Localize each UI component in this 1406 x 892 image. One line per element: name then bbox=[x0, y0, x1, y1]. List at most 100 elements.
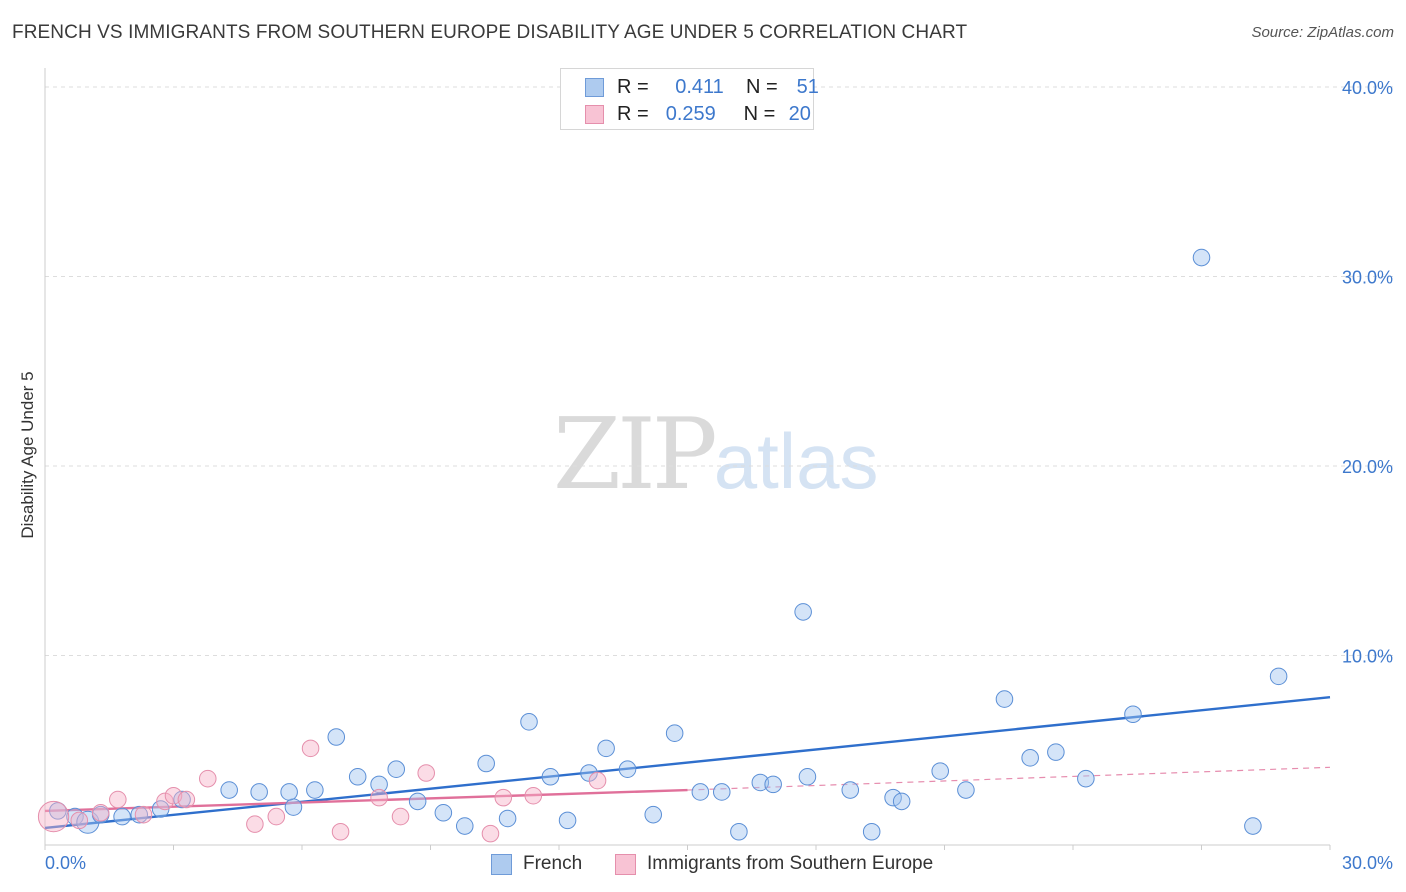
immigrants-point bbox=[267, 807, 286, 826]
x-tick-label: 30.0% bbox=[1342, 853, 1393, 873]
legend-swatch-french bbox=[491, 853, 512, 875]
legend-swatch-immigrants bbox=[585, 104, 604, 124]
immigrants-trend-extension bbox=[687, 766, 1331, 791]
french-point bbox=[1192, 248, 1211, 267]
french-point bbox=[1021, 749, 1039, 767]
french-point bbox=[434, 804, 453, 822]
french-point bbox=[498, 809, 517, 828]
french-point bbox=[841, 781, 860, 799]
french-point bbox=[892, 792, 911, 811]
immigrants-point bbox=[91, 804, 110, 822]
legend-label-french: French bbox=[523, 853, 583, 874]
y-tick-label: 20.0% bbox=[1342, 457, 1393, 477]
legend-label-immigrants: Immigrants from Southern Europe bbox=[647, 853, 934, 874]
correlation-legend: R = 0.411 N = 51 R = 0.259 N = 20 bbox=[560, 68, 819, 130]
immigrants-point bbox=[524, 786, 543, 805]
legend-n-value: 51 bbox=[796, 75, 819, 98]
x-tick-label: 0.0% bbox=[45, 853, 86, 873]
legend-r-label: R = bbox=[617, 75, 649, 98]
french-point bbox=[130, 805, 149, 824]
immigrants-point bbox=[70, 811, 89, 830]
french-point bbox=[284, 798, 303, 816]
data-points bbox=[37, 248, 1288, 843]
immigrants-point bbox=[391, 807, 410, 826]
french-point bbox=[618, 760, 637, 778]
legend-swatch-french bbox=[585, 77, 604, 97]
french-point bbox=[751, 773, 770, 792]
french-point bbox=[730, 822, 748, 841]
french-point bbox=[306, 781, 324, 799]
french-point bbox=[957, 781, 975, 799]
legend-r-value: 0.259 bbox=[665, 102, 716, 125]
french-point bbox=[348, 768, 367, 786]
french-point bbox=[408, 792, 427, 811]
chart-title: FRENCH VS IMMIGRANTS FROM SOUTHERN EUROP… bbox=[12, 22, 968, 43]
french-point bbox=[280, 783, 298, 801]
french-point bbox=[558, 811, 577, 830]
immigrants-point bbox=[156, 792, 174, 811]
french-point bbox=[995, 690, 1014, 708]
grid-lines bbox=[45, 86, 1395, 656]
immigrants-point bbox=[494, 788, 513, 807]
french-point bbox=[49, 802, 67, 820]
french-point bbox=[1047, 743, 1065, 761]
french-point bbox=[764, 775, 782, 794]
french-point bbox=[387, 760, 406, 778]
french-point bbox=[541, 768, 560, 786]
french-point bbox=[220, 781, 238, 799]
french-point bbox=[1269, 667, 1288, 686]
french-point bbox=[665, 724, 684, 742]
legend-item-immigrants: Immigrants from Southern Europe bbox=[615, 851, 933, 877]
legend-row-french: R = 0.411 N = 51 bbox=[585, 75, 819, 99]
immigrants-point bbox=[588, 771, 607, 790]
legend-n-label: N = bbox=[746, 75, 778, 98]
french-point bbox=[1244, 817, 1262, 835]
french-point bbox=[862, 822, 881, 841]
immigrants-point bbox=[134, 805, 153, 824]
french-trend-line bbox=[44, 695, 1331, 830]
immigrants-point bbox=[481, 824, 500, 843]
french-point bbox=[520, 713, 538, 731]
french-point bbox=[691, 783, 710, 801]
immigrants-point bbox=[37, 800, 70, 833]
immigrants-point bbox=[301, 739, 320, 758]
legend-row-immigrants: R = 0.259 N = 20 bbox=[585, 102, 811, 126]
legend-item-french: French bbox=[491, 851, 582, 877]
y-tick-label: 30.0% bbox=[1342, 268, 1393, 288]
immigrants-point bbox=[417, 764, 435, 782]
french-point bbox=[931, 762, 949, 780]
french-point bbox=[370, 775, 388, 794]
french-point bbox=[712, 783, 731, 801]
immigrants-point bbox=[198, 769, 217, 788]
immigrants-point bbox=[109, 790, 127, 809]
legend-swatch-immigrants bbox=[615, 853, 636, 875]
french-point bbox=[250, 783, 268, 801]
immigrants-point bbox=[370, 788, 388, 807]
source-label: Source: ZipAtlas.com bbox=[1251, 24, 1394, 41]
french-point bbox=[173, 790, 191, 809]
watermark-atlas: atlas bbox=[713, 417, 879, 505]
french-point bbox=[327, 728, 346, 746]
y-tick-label: 40.0% bbox=[1342, 78, 1393, 98]
watermark-zip: ZIP bbox=[553, 398, 718, 512]
axes bbox=[44, 68, 1331, 850]
legend-r-value: 0.411 bbox=[675, 75, 724, 98]
french-point bbox=[794, 603, 812, 621]
legend-n-label: N = bbox=[743, 102, 776, 125]
immigrants-point bbox=[331, 822, 350, 841]
legend-r-label: R = bbox=[617, 102, 649, 125]
french-point bbox=[1077, 769, 1095, 788]
watermark: ZIPatlas bbox=[553, 398, 879, 512]
french-point bbox=[644, 805, 663, 824]
french-point bbox=[884, 788, 902, 807]
tick-labels: 10.0% 20.0% 30.0% 40.0% 0.0% 30.0% bbox=[45, 78, 1393, 873]
french-point bbox=[798, 768, 817, 786]
french-point bbox=[597, 739, 615, 758]
french-point bbox=[455, 817, 474, 835]
y-tick-label: 10.0% bbox=[1342, 647, 1393, 667]
french-point bbox=[1124, 705, 1142, 724]
french-point bbox=[477, 754, 495, 773]
immigrants-point bbox=[177, 790, 196, 809]
legend-n-value: 20 bbox=[788, 102, 811, 125]
